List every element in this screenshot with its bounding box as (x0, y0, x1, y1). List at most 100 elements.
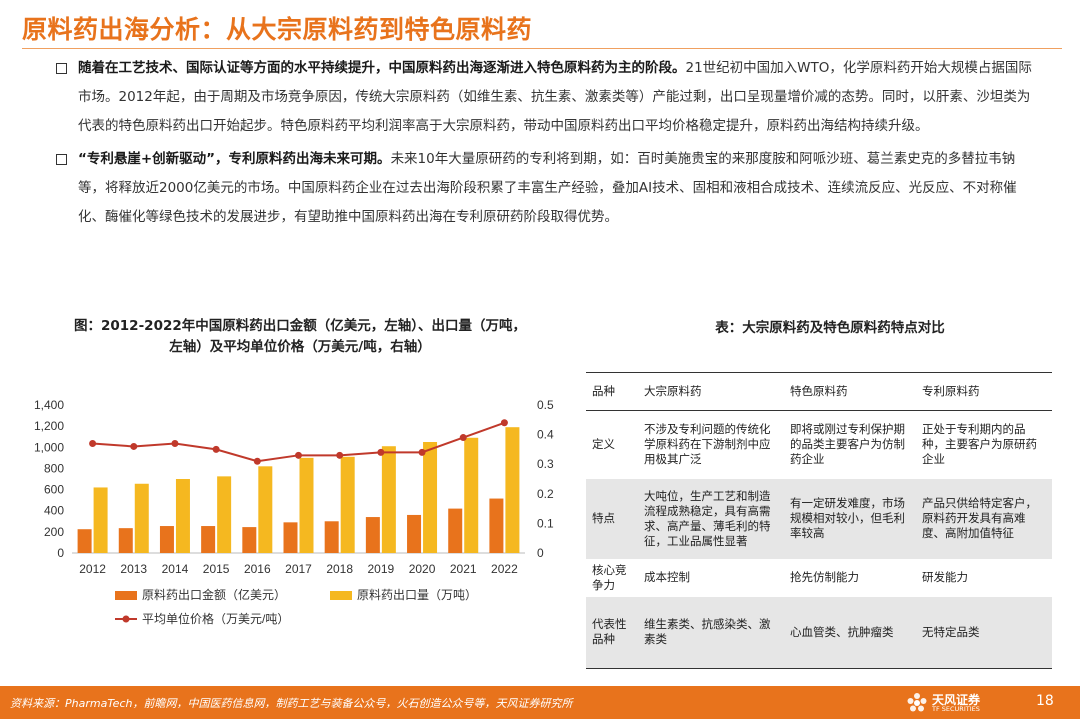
bar-export-amount (407, 514, 422, 553)
legend-swatch-amount (115, 591, 137, 600)
table-header-row: 品种 大宗原料药 特色原料药 专利原料药 (586, 372, 1052, 411)
legend-label: 平均单位价格（万美元/吨） (142, 611, 289, 626)
x-tick-label: 2016 (244, 562, 271, 576)
bar-export-amount (489, 498, 504, 553)
table-cell: 即将或刚过专利保护期的品类主要客户为仿制药企业 (790, 422, 905, 467)
price-point (377, 448, 385, 456)
price-point (418, 448, 426, 456)
table-row: 代表性品种 维生素类、抗感染类、激素类 心血管类、抗肿瘤类 无特定品类 (586, 596, 1052, 669)
chart-title-line: 图：2012-2022年中国原料药出口金额（亿美元，左轴）、出口量（万吨， (74, 318, 526, 334)
table-cell: 无特定品类 (916, 596, 1052, 669)
row-label: 核心竞争力 (592, 562, 627, 592)
bar-export-volume (93, 487, 108, 553)
square-bullet-icon (56, 63, 67, 74)
row-label: 定义 (592, 437, 615, 452)
bar-export-amount (242, 527, 257, 553)
legend-swatch-volume (330, 591, 352, 600)
bar-export-volume (258, 466, 273, 553)
price-point (500, 419, 508, 427)
title-bar: 原料药出海分析：从大宗原料药到特色原料药 (22, 10, 1062, 49)
x-tick-label: 2015 (203, 562, 230, 576)
logo-text: 天风证券 (932, 693, 981, 707)
bar-export-volume (134, 483, 149, 553)
y-left-tick-label: 1,000 (34, 440, 64, 454)
brand-logo: 天风证券 TF SECURITIES (906, 690, 1002, 716)
price-point (89, 439, 97, 447)
bar-export-volume (340, 456, 355, 553)
bar-export-amount (283, 522, 298, 553)
flower-logo-icon (907, 693, 927, 712)
bar-export-volume (381, 446, 396, 553)
x-tick-label: 2018 (326, 562, 353, 576)
bullet-item: 随着在工艺技术、国际认证等方面的水平持续提升，中国原料药出海逐渐进入特色原料药为… (56, 54, 1036, 141)
price-point (253, 457, 261, 465)
title-divider (22, 48, 1062, 49)
x-tick-label: 2012 (79, 562, 106, 576)
bar-export-amount (77, 529, 92, 553)
table-cell: 不涉及专利问题的传统化学原料药在下游制剂中应用极其广泛 (644, 422, 771, 467)
row-label: 代表性品种 (586, 596, 638, 669)
table-cell: 维生素类、抗感染类、激素类 (638, 596, 784, 669)
bar-export-volume (423, 442, 438, 553)
bullet-list: 随着在工艺技术、国际认证等方面的水平持续提升，中国原料药出海逐渐进入特色原料药为… (56, 54, 1036, 236)
y-left-tick-label: 0 (57, 546, 64, 560)
y-left-tick-label: 600 (44, 483, 64, 497)
table-cell: 研发能力 (922, 570, 968, 584)
export-chart: 0 200 400 600 800 1,000 1,200 1,400 0 0.1 0.2 0.3 0.… (34, 398, 554, 626)
y-left-tick-label: 1,200 (34, 419, 64, 433)
table-header-cell: 专利原料药 (916, 372, 1052, 411)
table-row: 核心竞争力 成本控制 抢先仿制能力 研发能力 (586, 559, 1052, 597)
table-header-cell: 特色原料药 (784, 372, 916, 411)
page-number: 18 (1036, 693, 1054, 709)
y-left-tick-label: 400 (44, 504, 64, 518)
bullet-body: 未来10年大量原研药的专利将到期，如：百时美施贵宝的来那度胺和阿哌沙班、葛兰素史… (78, 151, 1017, 225)
price-point (295, 451, 302, 459)
legend-swatch-price-marker (122, 615, 130, 623)
table-cell: 正处于专利期内的品种，主要客户为原研药企业 (922, 422, 1037, 467)
y-right-tick-label: 0.2 (537, 487, 554, 501)
bar-export-volume (217, 476, 232, 553)
price-point (459, 434, 467, 442)
chart-title-line: 左轴）及平均单位价格（万美元/吨，右轴） (169, 339, 431, 355)
footer-bar: 资料来源：PharmaTech，前瞻网，中国医药信息网，制药工艺与装备公众号，火… (0, 686, 1080, 719)
table-header-cell: 大宗原料药 (638, 372, 784, 411)
legend-label: 原料药出口金额（亿美元） (142, 587, 286, 602)
y-left-tick-label: 1,400 (34, 398, 64, 412)
x-tick-label: 2013 (120, 562, 147, 576)
bullet-lead: 随着在工艺技术、国际认证等方面的水平持续提升，中国原料药出海逐渐进入特色原料药为… (78, 60, 686, 76)
price-point (212, 445, 220, 453)
bar-export-amount (365, 517, 380, 553)
y-right-tick-label: 0.5 (537, 398, 554, 412)
table-cell: 有一定研发难度，市场规模相对较小，但毛利率较高 (784, 478, 916, 559)
legend-label: 原料药出口量（万吨） (357, 588, 477, 602)
x-tick-label: 2014 (162, 562, 189, 576)
table-cell: 大吨位，生产工艺和制造流程成熟稳定，具有高需求、高产量、薄毛利的特征，工业品属性… (638, 478, 784, 559)
bar-export-amount (448, 508, 463, 553)
y-right-tick-label: 0.3 (537, 457, 554, 471)
square-bullet-icon (56, 154, 67, 165)
table-header-cell: 品种 (586, 372, 638, 411)
row-label: 特点 (586, 478, 638, 559)
y-left-tick-label: 800 (44, 461, 64, 475)
bar-export-amount (118, 528, 133, 553)
comparison-table: 品种 大宗原料药 特色原料药 专利原料药 定义 不涉及专利问题的传统化学原料药在… (586, 372, 1052, 669)
table-cell: 产品只供给特定客户，原料药开发具有高难度、高附加值特征 (916, 478, 1052, 559)
price-point (130, 442, 138, 450)
bar-export-volume (175, 479, 190, 553)
page-title: 原料药出海分析：从大宗原料药到特色原料药 (22, 15, 533, 44)
bar-export-amount (201, 526, 216, 553)
bar-export-amount (324, 521, 339, 553)
chart-title: 图：2012-2022年中国原料药出口金额（亿美元，左轴）、出口量（万吨， 左轴… (40, 316, 560, 358)
price-point (171, 439, 179, 447)
y-right-tick-label: 0.4 (537, 428, 554, 442)
table-cell: 成本控制 (644, 570, 690, 584)
bar-export-volume (464, 437, 479, 553)
bar-export-amount (159, 526, 174, 553)
y-right-tick-label: 0 (537, 546, 544, 560)
x-tick-label: 2022 (491, 562, 518, 576)
logo-subtext: TF SECURITIES (932, 705, 980, 713)
x-tick-label: 2019 (368, 562, 395, 576)
bar-export-volume (299, 457, 314, 553)
bullet-lead: “专利悬崖+创新驱动”，专利原料药出海未来可期。 (78, 151, 391, 167)
bullet-body: 21世纪初中国加入WTO，化学原料药开始大规模占据国际市场。2012年起，由于周… (78, 60, 1032, 134)
